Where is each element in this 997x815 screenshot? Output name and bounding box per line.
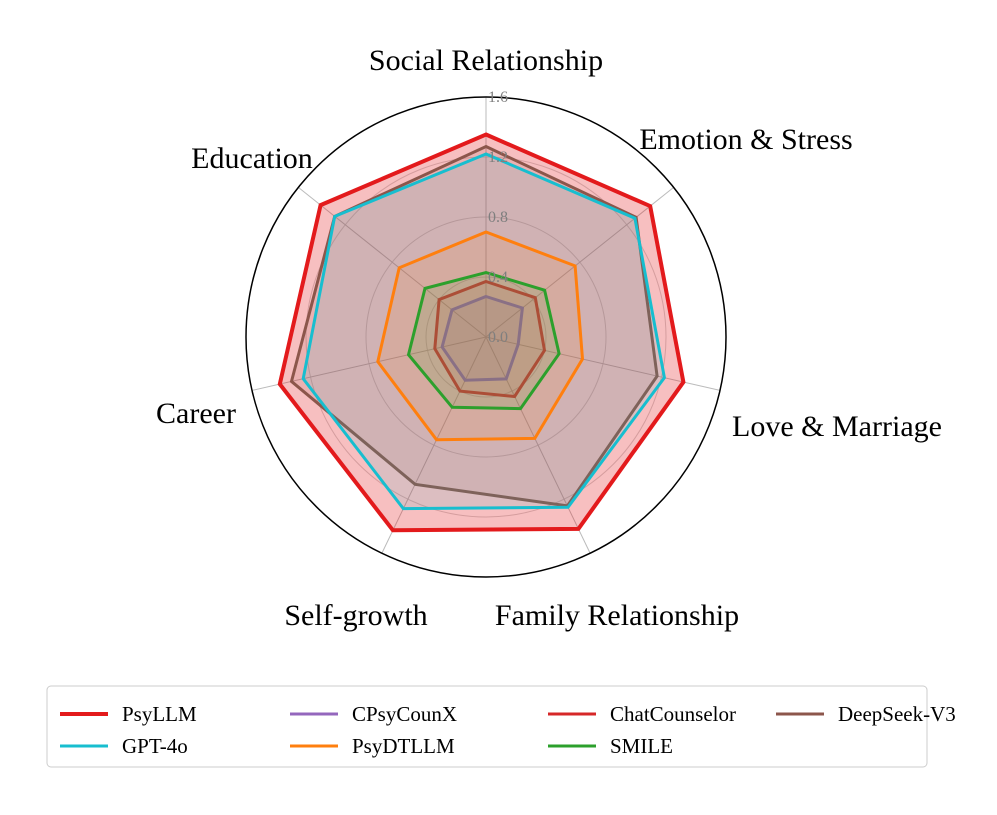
legend-label-gpt-4o: GPT-4o — [122, 734, 188, 758]
axis-label-emotion-stress: Emotion & Stress — [639, 123, 852, 156]
axis-labels: Social Relationship Emotion & Stress Love … — [156, 44, 942, 632]
legend-label-chatcounselor: ChatCounselor — [610, 702, 736, 726]
spoke-love-marriage — [485, 336, 721, 391]
legend-frame — [46, 685, 928, 768]
legend: PsyLLM CPsyCounX ChatCounselor DeepSeek-V3 G… — [46, 685, 956, 768]
legend-label-smile: SMILE — [610, 734, 673, 758]
series-psydtllm — [376, 230, 585, 442]
axis-label-education: Education — [191, 142, 313, 175]
series-cpsycounx — [440, 294, 525, 382]
outer-frame-circle — [245, 96, 727, 578]
radar-grid — [245, 96, 727, 578]
tick-label-3: 1.2 — [488, 149, 508, 166]
legend-label-cpsycounx: CPsyCounX — [352, 702, 457, 726]
axis-label-career: Career — [156, 397, 236, 430]
tick-label-4: 1.6 — [488, 89, 508, 106]
tick-label-0: 0.0 — [488, 329, 508, 346]
spoke-emotion-stress — [485, 186, 674, 338]
legend-label-deepseek-v3: DeepSeek-V3 — [838, 702, 956, 726]
tick-label-2: 0.8 — [488, 209, 508, 226]
spoke-family-relationship — [485, 336, 591, 554]
legend-label-psyllm: PsyLLM — [122, 702, 197, 726]
spoke-education — [298, 186, 487, 338]
legend-label-psydtllm: PsyDTLLM — [352, 734, 455, 758]
radial-tick-labels: 0.0 0.4 0.8 1.2 1.6 — [488, 89, 508, 346]
radar-series — [277, 132, 686, 533]
spoke-self-growth — [381, 336, 487, 554]
tick-label-1: 0.4 — [488, 269, 508, 286]
axis-label-social-relationship: Social Relationship — [369, 44, 603, 77]
axis-label-self-growth: Self-growth — [284, 599, 427, 632]
series-smile — [406, 270, 561, 411]
series-chatcounselor — [433, 279, 547, 399]
axis-label-love-marriage: Love & Marriage — [732, 410, 942, 443]
series-gpt-4o — [301, 152, 666, 511]
series-psyllm — [277, 132, 686, 533]
axis-label-family-relationship: Family Relationship — [495, 599, 739, 632]
